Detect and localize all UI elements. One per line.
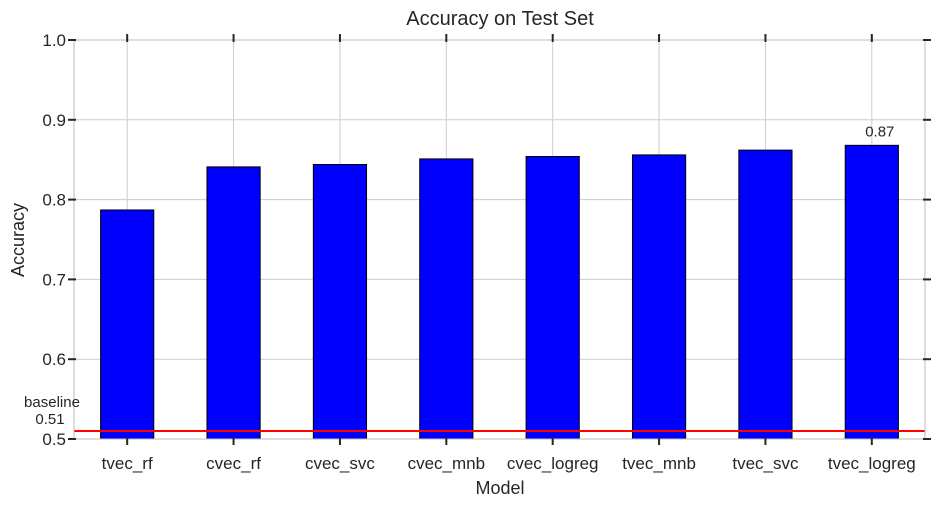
- bar-tvec_logreg: [844, 144, 899, 440]
- bar-tvec_svc: [738, 149, 793, 440]
- y-tick-label: 0.8: [42, 191, 66, 210]
- x-tick-label: cvec_logreg: [507, 454, 599, 473]
- x-tick-label: tvec_svc: [732, 454, 799, 473]
- bars: [100, 144, 899, 440]
- tick-labels: 0.5 0.6 0.7 0.8 0.9 1.0 tvec_rf cvec_rf cvec_svc…: [24, 31, 916, 473]
- x-tick-label: cvec_mnb: [408, 454, 485, 473]
- y-tick-label: 0.9: [42, 111, 66, 130]
- bar-cvec_logreg: [525, 156, 580, 440]
- plot-border: [73, 39, 926, 440]
- y-tick-label: 0.7: [42, 270, 66, 289]
- x-tick-label: cvec_svc: [305, 454, 375, 473]
- x-axis-label: Model: [475, 478, 524, 498]
- x-tick-label: cvec_rf: [206, 454, 261, 473]
- y-axis-label: Accuracy: [8, 203, 28, 277]
- y-tick-label: 1.0: [42, 31, 66, 50]
- y-tick-label: 0.6: [42, 350, 66, 369]
- plot-frame: [68, 34, 931, 445]
- baseline-label: baseline: [24, 394, 80, 411]
- bar-tvec_rf: [100, 209, 155, 440]
- bar-cvec_svc: [312, 163, 368, 440]
- grid: [74, 39, 925, 440]
- bar-value-label: 0.87: [865, 123, 894, 140]
- chart-title: Accuracy on Test Set: [406, 8, 594, 30]
- x-tick-label: tvec_rf: [102, 454, 153, 473]
- y-tick-label: 0.5: [42, 430, 66, 449]
- x-tick-label: tvec_logreg: [828, 454, 916, 473]
- bar-tvec_mnb: [631, 154, 687, 440]
- baseline-value-label: 0.51: [35, 411, 64, 428]
- x-tick-label: tvec_mnb: [622, 454, 696, 473]
- bar-cvec_rf: [206, 166, 261, 440]
- bar-cvec_mnb: [419, 158, 474, 440]
